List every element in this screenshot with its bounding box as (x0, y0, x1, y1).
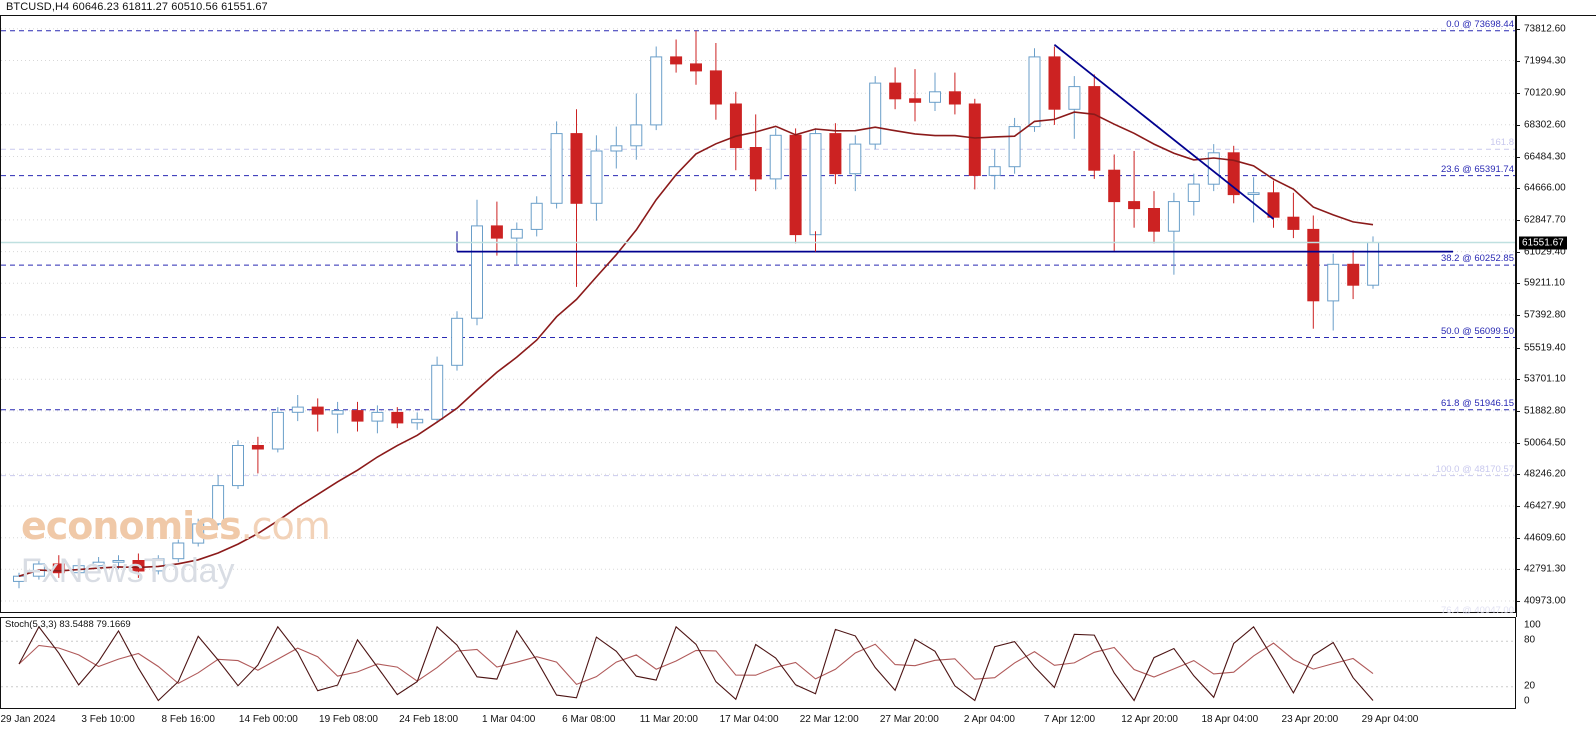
time-tick-label: 27 Mar 20:00 (879, 714, 939, 725)
symbol-ohlc-label: BTCUSD,H4 60646.23 61811.27 60510.56 615… (6, 1, 268, 13)
price-tick-mark (1516, 379, 1520, 381)
price-tick-mark (1516, 93, 1520, 95)
time-tick-label: 6 Mar 08:00 (562, 714, 616, 725)
price-tick-mark (1516, 537, 1520, 539)
price-tick-label: 71994.30 (1524, 55, 1566, 66)
price-tick-mark (1516, 283, 1520, 285)
price-tick-mark (1516, 28, 1520, 30)
price-tick-label: 73812.60 (1524, 23, 1566, 35)
price-tick-mark (1516, 347, 1520, 349)
time-tick-label: 18 Apr 04:00 (1201, 714, 1259, 725)
axis-divider (1516, 16, 1517, 709)
stochastic-axis: 100 80 20 0 (1516, 617, 1596, 709)
time-tick-label: 29 Jan 2024 (0, 714, 56, 725)
stochastic-plot-area (1, 618, 1515, 708)
price-axis[interactable]: 73812.60 71994.30 70120.90 68302.60 66484.30… (1516, 16, 1596, 613)
price-tick-label: 59211.10 (1524, 277, 1565, 289)
price-tick-label: 68302.60 (1524, 119, 1566, 131)
price-tick-label: 57392.80 (1524, 309, 1566, 321)
time-tick-label: 22 Mar 12:00 (799, 714, 859, 725)
stochastic-tick-label: 20 (1524, 680, 1536, 692)
time-axis[interactable]: 29 Jan 2024 3 Feb 10:00 8 Feb 16:00 14 Feb … (0, 709, 1596, 743)
fib-level-label: 76.4 @ 40047.00 (1440, 605, 1514, 617)
price-tick-label: 42791.30 (1524, 563, 1566, 575)
time-tick-label: 2 Apr 04:00 (963, 714, 1015, 725)
stochastic-chart-svg (1, 625, 1515, 702)
price-tick-label: 61029.40 (1524, 246, 1566, 258)
price-tick-label: 70120.90 (1524, 87, 1566, 99)
price-tick-mark (1516, 314, 1520, 316)
fib-level-label: 38.2 @ 60252.85 (1440, 253, 1514, 265)
price-tick-label: 64666.00 (1524, 182, 1566, 194)
price-tick-label: 62847.70 (1524, 214, 1566, 226)
last-price-tag: 61551.67 (1519, 236, 1567, 249)
price-tick-label: 50064.50 (1524, 437, 1566, 449)
stochastic-tick-label: 80 (1524, 634, 1536, 646)
fib-level-label: 23.6 @ 65391.74 (1440, 163, 1514, 175)
stochastic-tick-label: 0 (1524, 695, 1530, 707)
time-tick-label: 8 Feb 16:00 (161, 714, 215, 725)
price-tick-mark (1516, 474, 1520, 476)
price-tick-mark (1516, 569, 1520, 571)
stochastic-label: Stoch(5,3,3) 83.5488 79.1669 (5, 619, 131, 630)
price-tick-mark (1516, 188, 1520, 190)
stochastic-pane[interactable]: Stoch(5,3,3) 83.5488 79.1669 (0, 617, 1516, 709)
price-tick-mark (1516, 251, 1520, 253)
price-pane[interactable]: economies.com FxNewsToday (0, 16, 1516, 613)
time-tick-label: 7 Apr 12:00 (1043, 714, 1096, 725)
time-tick-label: 17 Mar 04:00 (719, 714, 779, 725)
price-tick-mark (1516, 442, 1520, 444)
time-tick-label: 23 Apr 20:00 (1281, 714, 1339, 725)
price-plot-area: economies.com FxNewsToday (1, 16, 1515, 611)
price-tick-label: 51882.80 (1524, 405, 1566, 417)
time-tick-label: 29 Apr 04:00 (1361, 714, 1419, 725)
price-tick-mark (1516, 60, 1520, 62)
price-tick-mark (1516, 156, 1520, 158)
time-tick-label: 19 Feb 08:00 (319, 714, 378, 725)
fib-level-label: 161.8 (1490, 137, 1514, 149)
price-tick-label: 44609.60 (1524, 532, 1566, 544)
price-tick-mark (1516, 410, 1520, 412)
time-tick-label: 11 Mar 20:00 (639, 714, 698, 725)
time-tick-label: 14 Feb 00:00 (238, 714, 298, 725)
time-tick-label: 24 Feb 18:00 (399, 714, 459, 725)
time-tick-label: 3 Feb 10:00 (81, 714, 135, 725)
fib-level-label: 100.0 @ 48170.57 (1435, 463, 1514, 475)
price-tick-mark (1516, 124, 1520, 126)
price-tick-label: 48246.20 (1524, 468, 1566, 480)
price-tick-mark (1516, 601, 1520, 602)
price-chart-svg (1, 28, 1515, 602)
price-tick-label: 40973.00 (1524, 595, 1566, 607)
price-tick-mark (1516, 219, 1520, 221)
price-tick-label: 53701.10 (1524, 373, 1566, 385)
chart-header: BTCUSD,H4 60646.23 61811.27 60510.56 615… (0, 0, 1596, 16)
time-tick-label: 1 Mar 04:00 (482, 714, 536, 725)
fib-level-label: 0.0 @ 73698.44 (1446, 18, 1514, 30)
stochastic-tick-label: 100 (1524, 619, 1541, 631)
fib-level-label: 50.0 @ 56099.50 (1440, 325, 1514, 337)
price-tick-label: 55519.40 (1524, 342, 1566, 354)
price-tick-label: 46427.90 (1524, 500, 1566, 512)
price-tick-label: 66484.30 (1524, 151, 1566, 162)
price-tick-mark (1516, 506, 1520, 507)
fib-level-label: 61.8 @ 51946.15 (1440, 397, 1514, 409)
time-tick-label: 12 Apr 20:00 (1121, 714, 1178, 725)
